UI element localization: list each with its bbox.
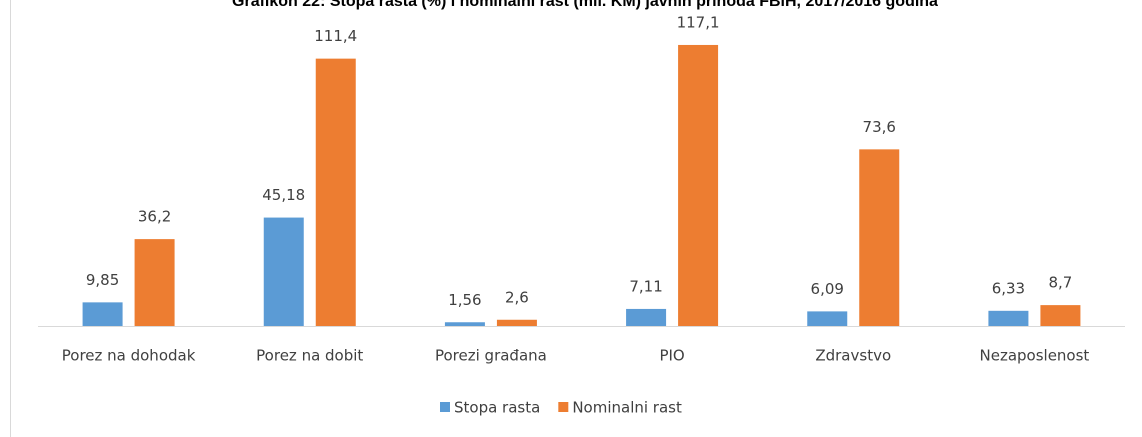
x-tick-label: Zdravstvo [815,347,891,365]
data-label: 9,85 [86,271,119,289]
legend-label: Nominalni rast [572,399,682,417]
data-label: 6,09 [811,280,844,298]
bar [134,239,175,326]
x-tick-label: Porezi građana [435,347,547,365]
bar [678,44,719,327]
x-tick-label: Nezaposlenost [980,347,1090,365]
data-label: 8,7 [1048,274,1072,292]
bar [496,319,537,326]
x-tick-label: PIO [659,347,684,365]
data-label: 73,6 [863,118,896,136]
data-label: 111,4 [314,27,357,45]
x-tick-label: Porez na dobit [256,347,363,365]
bar [263,217,304,326]
data-label: 45,18 [262,186,305,204]
bar [444,322,485,326]
legend-swatch [558,402,569,412]
chart-title: Grafikon 22: Stopa rasta (%) i nominalni… [232,0,938,10]
data-label: 36,2 [138,208,171,226]
bar [988,310,1029,326]
legend-swatch [440,402,450,412]
bar [807,311,848,326]
bar [315,58,356,326]
data-label: 117,1 [677,13,720,31]
legend-label: Stopa rasta [454,399,540,417]
data-label: 1,56 [448,291,481,309]
data-label: 2,6 [505,288,529,306]
x-tick-label: Porez na dohodak [62,347,196,365]
bar [82,302,123,326]
data-label: 7,11 [629,277,662,295]
bar [859,149,900,326]
bar [1040,305,1081,326]
bar [626,308,667,326]
data-label: 6,33 [992,279,1025,297]
